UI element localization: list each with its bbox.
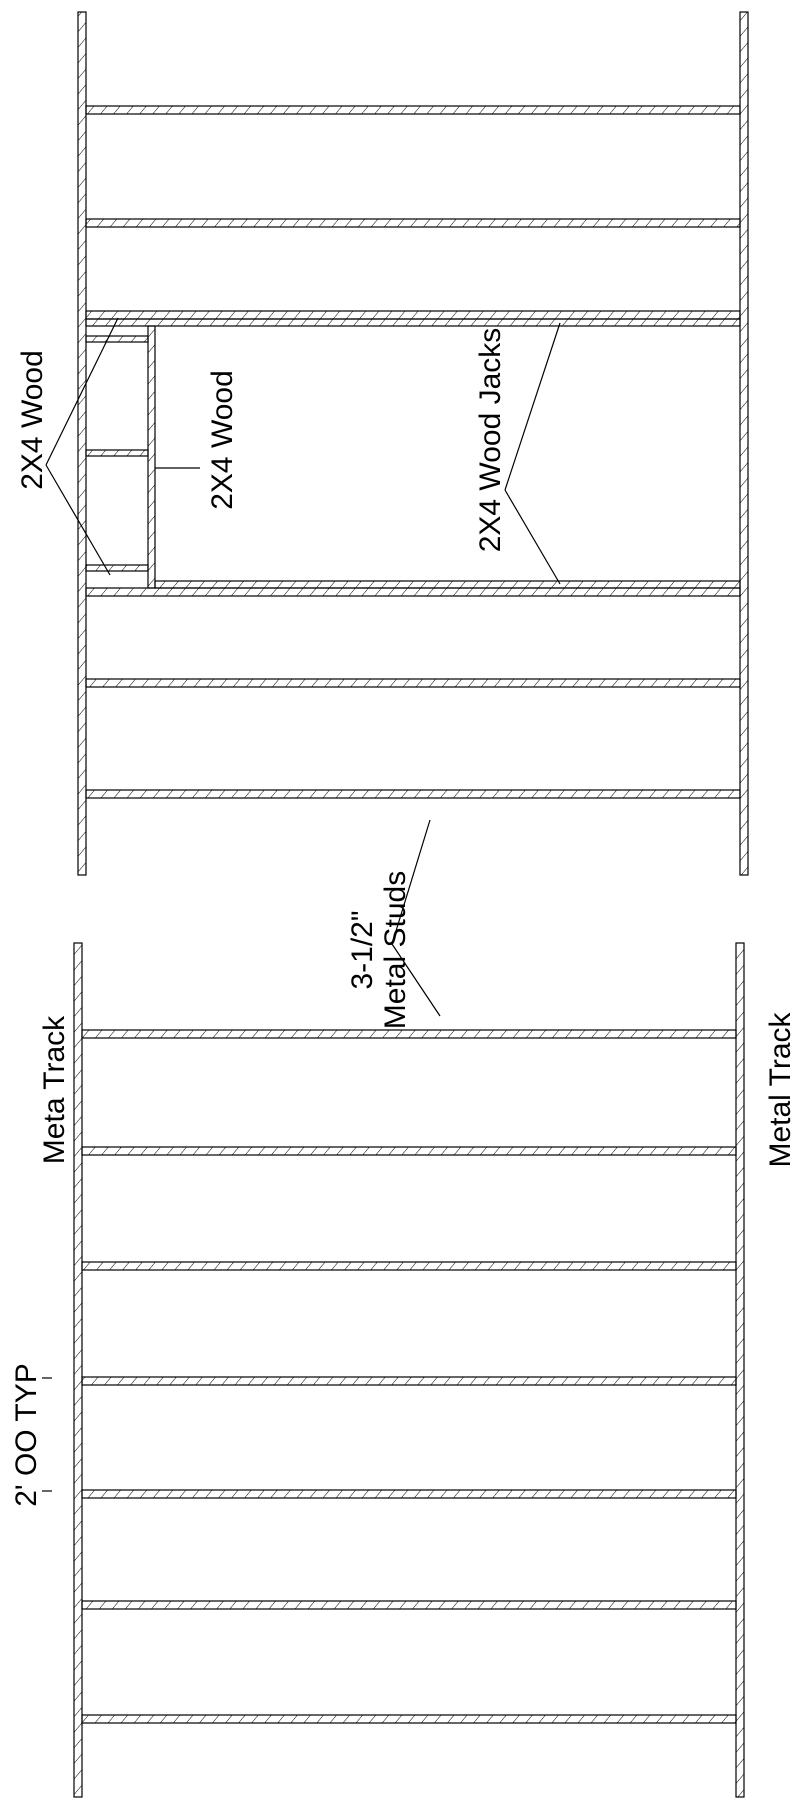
- leader-wood-header-b: [45, 464, 111, 576]
- leader-wood-header-a: [45, 317, 119, 466]
- metal-stud: [81, 1714, 737, 1724]
- leader-wood-jacks-a: [504, 322, 561, 491]
- leader-metal-studs-a: [391, 819, 431, 945]
- label-metal-studs-line2: Metal Studs: [379, 871, 412, 1029]
- label-wood-header: 2X4 Wood: [16, 350, 49, 490]
- metal-stud: [85, 678, 741, 688]
- label-wood-jacks: 2X4 Wood Jacks: [474, 328, 507, 553]
- lower-wall: [73, 942, 745, 1798]
- lower-top-track: [73, 942, 83, 1798]
- metal-stud: [85, 105, 741, 115]
- wood-cripple: [85, 449, 149, 457]
- wood-cripple: [85, 335, 149, 343]
- lower-bottom-track: [735, 942, 745, 1798]
- upper-wall: [77, 11, 749, 876]
- metal-stud: [81, 1600, 737, 1610]
- label-wood-cripple: 2X4 Wood: [206, 370, 239, 510]
- wood-jack: [154, 580, 741, 589]
- label-metal-track-top: Meta Track: [38, 1015, 71, 1164]
- leader-metal-studs-b: [391, 943, 441, 1017]
- wood-header: [147, 325, 156, 589]
- metal-stud: [85, 789, 741, 799]
- metal-stud: [81, 1146, 737, 1156]
- upper-top-track: [77, 11, 87, 876]
- label-spacing: 2' OO TYP: [10, 1363, 43, 1507]
- wood-cripple: [85, 564, 149, 572]
- metal-stud: [81, 1261, 737, 1271]
- wood-jack: [85, 318, 741, 327]
- leader-lines: [42, 317, 561, 1492]
- label-metal-studs-line1: 3-1/2": [346, 910, 379, 989]
- metal-stud: [81, 1029, 737, 1039]
- metal-stud: [85, 310, 741, 320]
- metal-stud: [85, 218, 741, 228]
- labels: 2X4 Wood 2X4 Wood 2X4 Wood Jacks 3-1/2" …: [10, 328, 794, 1507]
- leader-wood-jacks-b: [504, 489, 561, 585]
- metal-stud: [85, 587, 741, 597]
- label-metal-track-bottom: Metal Track: [764, 1011, 794, 1167]
- metal-stud: [81, 1376, 737, 1386]
- upper-bottom-track: [739, 11, 749, 876]
- metal-stud: [81, 1489, 737, 1499]
